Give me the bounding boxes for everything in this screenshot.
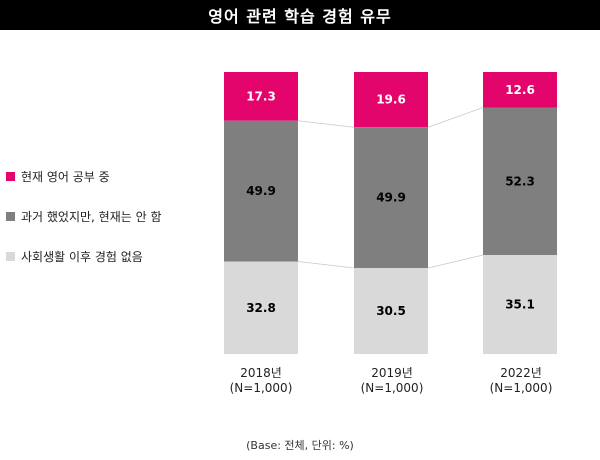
- data-label-none-2019: 30.5: [376, 304, 406, 318]
- legend-label-current: 현재 영어 공부 중: [21, 169, 110, 184]
- bar-past-2018: [224, 120, 298, 262]
- legend-item-past: 과거 했었지만, 현재는 안 함: [6, 208, 162, 224]
- data-label-past-2018: 49.9: [246, 184, 276, 198]
- category-n-2018: (N=1,000): [229, 381, 293, 395]
- data-label-past-2019: 49.9: [376, 191, 406, 205]
- data-label-current-2018: 17.3: [246, 89, 276, 103]
- legend-swatch-none: [6, 251, 15, 261]
- category-label-2022: 2022년 (N=1,000): [466, 366, 576, 396]
- category-year-2019: 2019년: [371, 366, 413, 380]
- data-label-none-2022: 35.1: [505, 298, 535, 312]
- data-label-none-2018: 32.8: [246, 301, 276, 315]
- footnote: (Base: 전체, 단위: %): [246, 439, 354, 452]
- category-label-2019: 2019년 (N=1,000): [337, 366, 447, 396]
- data-label-current-2022: 12.6: [505, 83, 535, 97]
- bar-past-2019: [354, 127, 428, 268]
- bar-none-2022: [483, 255, 557, 354]
- data-label-current-2019: 19.6: [376, 93, 406, 107]
- category-label-2018: 2018년 (N=1,000): [206, 366, 316, 396]
- category-n-2022: (N=1,000): [489, 381, 553, 395]
- legend-swatch-current: [6, 171, 15, 181]
- category-year-2018: 2018년: [240, 366, 282, 380]
- bar-current-2019: [354, 72, 428, 128]
- connector-line-2018-2019-0: [297, 120, 355, 128]
- legend-item-current: 현재 영어 공부 중: [6, 168, 162, 184]
- connector-line-2018-2019-1: [297, 261, 355, 269]
- connector-line-2019-2022-0: [427, 107, 484, 128]
- bar-current-2022: [483, 72, 557, 108]
- bar-none-2018: [224, 261, 298, 354]
- category-n-2019: (N=1,000): [360, 381, 424, 395]
- legend: 현재 영어 공부 중 과거 했었지만, 현재는 안 함 사회생활 이후 경험 없…: [6, 168, 162, 288]
- category-year-2022: 2022년: [500, 366, 542, 380]
- bar-past-2022: [483, 107, 557, 256]
- bar-current-2018: [224, 72, 298, 121]
- data-label-past-2022: 52.3: [505, 174, 535, 188]
- legend-label-none: 사회생활 이후 경험 없음: [21, 249, 143, 264]
- legend-item-none: 사회생활 이후 경험 없음: [6, 248, 162, 264]
- connector-line-2019-2022-1: [427, 254, 484, 269]
- legend-label-past: 과거 했었지만, 현재는 안 함: [21, 209, 162, 224]
- chart-title: 영어 관련 학습 경험 유무: [0, 0, 600, 30]
- bar-none-2019: [354, 267, 428, 354]
- legend-swatch-past: [6, 211, 15, 221]
